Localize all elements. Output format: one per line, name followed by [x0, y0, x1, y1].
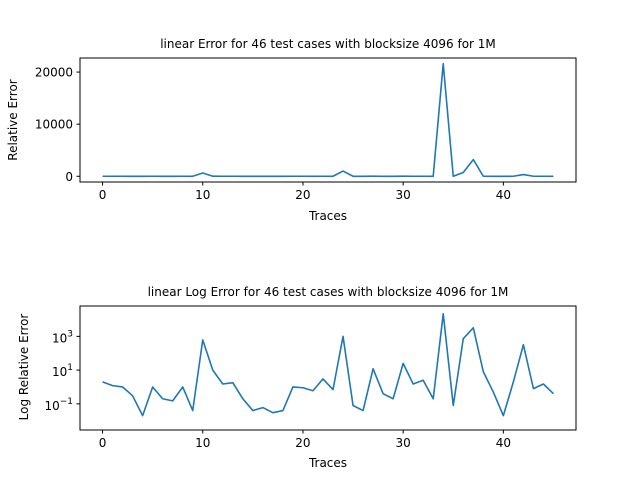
- y-axis-label: Log Relative Error: [17, 314, 31, 421]
- x-tick-label: 30: [396, 436, 411, 450]
- x-axis-label: Traces: [308, 456, 347, 470]
- x-tick-label: 20: [295, 188, 310, 202]
- y-tick-exponent: 1: [67, 363, 73, 373]
- y-tick-base: 10: [52, 331, 67, 345]
- y-tick-base: 10: [44, 399, 59, 413]
- x-tick-label: 40: [496, 436, 511, 450]
- chart-log-error: linear Log Error for 46 test cases with …: [17, 285, 577, 470]
- y-tick-label: 101: [52, 363, 73, 379]
- y-tick-exponent: 3: [67, 329, 73, 339]
- y-tick-label: 0: [65, 170, 73, 184]
- x-tick-label: 40: [496, 188, 511, 202]
- y-tick-base: 10: [52, 365, 67, 379]
- y-tick-label: 20000: [35, 66, 73, 80]
- x-tick-label: 0: [99, 436, 107, 450]
- plot-frame: [79, 57, 577, 183]
- y-tick-label: 10−1: [44, 397, 73, 413]
- x-tick-label: 10: [195, 436, 210, 450]
- x-tick-label: 30: [396, 188, 411, 202]
- y-tick-label: 10000: [35, 118, 73, 132]
- chart-linear-error: linear Error for 46 test cases with bloc…: [6, 37, 577, 223]
- plot-frame: [79, 305, 577, 431]
- x-tick-label: 20: [295, 436, 310, 450]
- series-line: [102, 62, 554, 178]
- x-tick-label: 10: [195, 188, 210, 202]
- x-axis-label: Traces: [308, 209, 347, 223]
- axis-ticks: 0 10 20 30 40 0 10000 20000: [35, 66, 511, 202]
- x-tick-label: 0: [99, 188, 107, 202]
- y-tick-label: 103: [52, 329, 73, 345]
- chart-title: linear Error for 46 test cases with bloc…: [160, 37, 496, 51]
- y-axis-label: Relative Error: [6, 79, 20, 161]
- y-tick-exponent: −1: [60, 397, 73, 407]
- chart-title: linear Log Error for 46 test cases with …: [148, 285, 509, 299]
- series-line: [102, 313, 555, 417]
